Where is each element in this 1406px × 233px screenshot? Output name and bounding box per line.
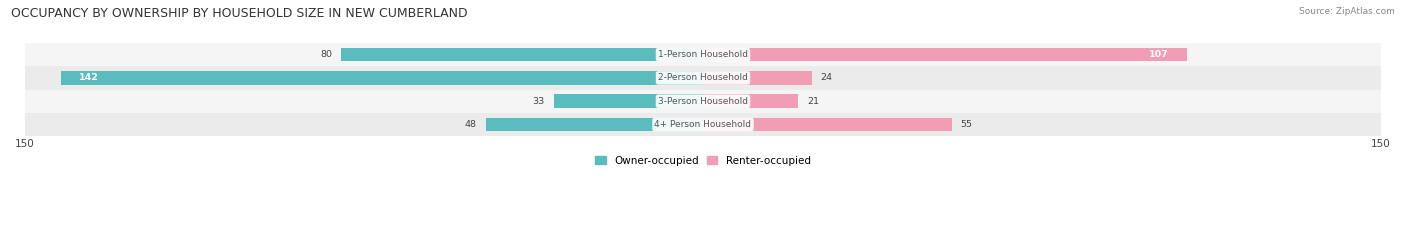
- Legend: Owner-occupied, Renter-occupied: Owner-occupied, Renter-occupied: [591, 152, 815, 170]
- Text: 2-Person Household: 2-Person Household: [658, 73, 748, 82]
- Bar: [703, 71, 811, 85]
- Text: 1-Person Household: 1-Person Household: [658, 50, 748, 59]
- Bar: [703, 118, 952, 131]
- Text: 4+ Person Household: 4+ Person Household: [655, 120, 751, 129]
- Bar: [25, 113, 1381, 136]
- Bar: [703, 94, 799, 108]
- Bar: [554, 94, 703, 108]
- Text: 24: 24: [821, 73, 832, 82]
- Text: 142: 142: [79, 73, 98, 82]
- Bar: [703, 48, 1187, 61]
- Bar: [60, 71, 703, 85]
- Text: OCCUPANCY BY OWNERSHIP BY HOUSEHOLD SIZE IN NEW CUMBERLAND: OCCUPANCY BY OWNERSHIP BY HOUSEHOLD SIZE…: [11, 7, 468, 20]
- Text: 55: 55: [960, 120, 973, 129]
- Text: 3-Person Household: 3-Person Household: [658, 97, 748, 106]
- Text: Source: ZipAtlas.com: Source: ZipAtlas.com: [1299, 7, 1395, 16]
- Bar: [25, 89, 1381, 113]
- Bar: [486, 118, 703, 131]
- Bar: [25, 43, 1381, 66]
- Text: 107: 107: [1149, 50, 1168, 59]
- Text: 33: 33: [533, 97, 544, 106]
- Text: 48: 48: [465, 120, 477, 129]
- Text: 21: 21: [807, 97, 818, 106]
- Text: 80: 80: [321, 50, 332, 59]
- Bar: [25, 66, 1381, 89]
- Bar: [342, 48, 703, 61]
